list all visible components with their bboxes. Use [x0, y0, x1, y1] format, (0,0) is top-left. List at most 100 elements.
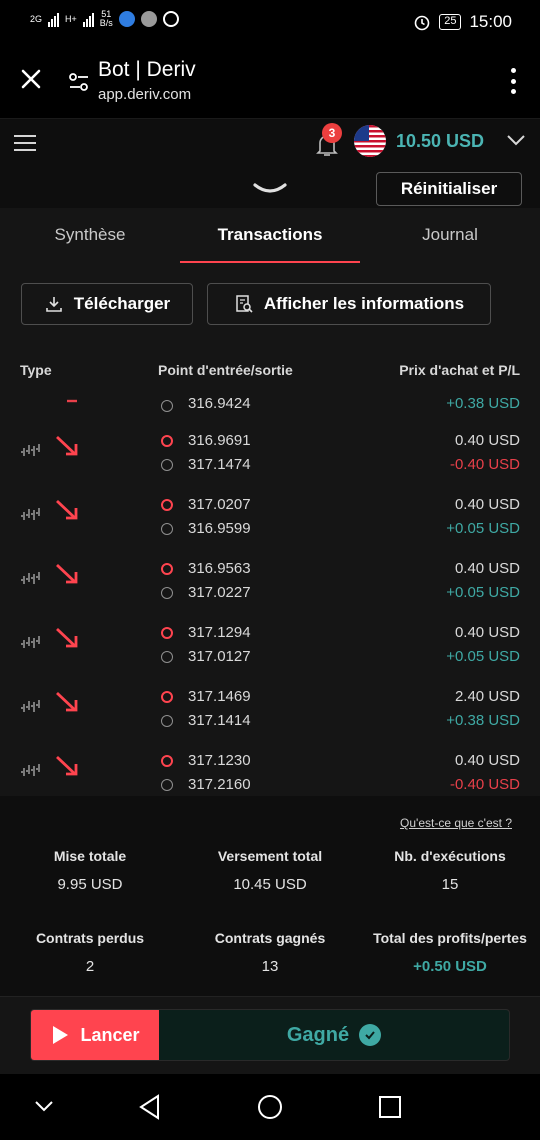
summary-panel: Qu'est-ce que c'est ? Mise totale 9.95 U…: [0, 796, 540, 996]
active-tab-indicator: [180, 261, 360, 263]
table-row[interactable]: 316.9424 +0.38 USD: [0, 394, 540, 418]
report-search-icon: [236, 295, 253, 313]
fall-arrow-icon: [56, 755, 78, 776]
signal-icon: [48, 11, 60, 27]
profit-loss: +0.38 USD: [446, 712, 520, 729]
contracts-lost-value: 2: [85, 958, 95, 975]
transactions-actions: Télécharger Afficher les informations: [0, 264, 540, 344]
table-row[interactable]: 316.9691 317.1474 0.40 USD -0.40 USD: [0, 424, 540, 488]
entry-spot: 316.9563: [188, 560, 251, 577]
exit-spot-icon: [161, 400, 173, 412]
network-type-hplus: H+: [65, 14, 77, 24]
total-stake-value: 9.95 USD: [57, 876, 123, 893]
table-row[interactable]: 316.9563 317.0227 0.40 USD +0.05 USD: [0, 552, 540, 616]
transactions-table-header: Type Point d'entrée/sortie Prix d'achat …: [0, 344, 540, 394]
run-panel-tabs: Synthèse Transactions Journal: [0, 208, 540, 264]
home-icon[interactable]: [257, 1094, 283, 1120]
network-speed: 51 B/s: [100, 10, 113, 28]
table-row[interactable]: 317.1230 317.2160 0.40 USD -0.40 USD: [0, 744, 540, 796]
buy-price: 0.40 USD: [454, 432, 520, 449]
tab-journal[interactable]: Journal: [422, 225, 478, 244]
bot-status: Gagné: [159, 1010, 509, 1060]
buy-price: 0.40 USD: [454, 496, 520, 513]
exit-spot: 316.9424: [188, 395, 251, 412]
run-button[interactable]: Lancer: [31, 1010, 159, 1060]
table-row[interactable]: 317.1469 317.1414 2.40 USD +0.38 USD: [0, 680, 540, 744]
run-bar: Lancer Gagné: [0, 996, 540, 1074]
bot-status-label: Gagné: [286, 1023, 350, 1046]
us-flag-icon[interactable]: [354, 125, 386, 157]
runs-value: 15: [441, 876, 459, 893]
exit-spot-icon: [161, 651, 173, 663]
contracts-won-value: 13: [261, 958, 279, 975]
system-nav-bar: [0, 1074, 540, 1140]
profit-loss: +0.05 USD: [446, 520, 520, 537]
entry-spot-icon: [161, 563, 173, 575]
more-vert-icon[interactable]: [510, 68, 516, 94]
alarm-icon: [414, 15, 430, 31]
speed-value: 51: [101, 9, 112, 19]
tab-transactions[interactable]: Transactions: [217, 225, 323, 244]
chevron-down-icon[interactable]: [506, 133, 526, 147]
tab-summary[interactable]: Synthèse: [54, 225, 126, 244]
col-type: Type: [20, 362, 52, 378]
col-price-pl: Prix d'achat et P/L: [399, 362, 520, 378]
menu-icon[interactable]: [14, 135, 36, 151]
clock: 15:00: [469, 12, 512, 31]
entry-spot-icon: [161, 435, 173, 447]
speed-unit: B/s: [99, 18, 113, 28]
profit-loss: +0.38 USD: [446, 395, 520, 412]
battery-icon: 25: [439, 14, 462, 30]
contracts-won-label: Contrats gagnés: [214, 930, 326, 946]
exit-spot: 317.1414: [188, 712, 251, 729]
exit-spot-icon: [161, 459, 173, 471]
entry-spot-icon: [161, 755, 173, 767]
recents-icon[interactable]: [378, 1095, 402, 1119]
tick-chart-icon: [21, 572, 40, 584]
total-stake-label: Mise totale: [53, 848, 127, 864]
messenger-icon: [118, 11, 135, 27]
transactions-list[interactable]: 316.9424 +0.38 USD 316.9691 317.1474 0.4…: [0, 394, 540, 796]
view-details-button[interactable]: Afficher les informations: [207, 283, 491, 325]
status-bar: 2G H+ 51 B/s 25 15:00: [0, 0, 540, 46]
profit-loss: -0.40 USD: [449, 456, 520, 473]
tick-chart-icon: [21, 508, 40, 520]
back-icon[interactable]: [138, 1094, 162, 1120]
notification-badge: 3: [322, 123, 342, 143]
account-balance[interactable]: 10.50 USD: [396, 131, 485, 151]
check-icon: [359, 1024, 382, 1046]
close-icon[interactable]: [20, 68, 42, 90]
buy-price: 0.40 USD: [454, 752, 520, 769]
hide-keyboard-icon[interactable]: [34, 1100, 54, 1112]
exit-spot: 317.0227: [188, 584, 251, 601]
tune-icon[interactable]: [68, 72, 90, 94]
entry-spot: 317.0207: [188, 496, 251, 513]
total-payout-value: 10.45 USD: [233, 876, 307, 893]
contracts-lost-label: Contrats perdus: [35, 930, 145, 946]
table-row[interactable]: 317.0207 316.9599 0.40 USD +0.05 USD: [0, 488, 540, 552]
whats-this-link[interactable]: Qu'est-ce que c'est ?: [400, 816, 512, 830]
tick-chart-icon: [21, 700, 40, 712]
chrome-icon: [140, 11, 157, 27]
reset-button[interactable]: Réinitialiser: [376, 172, 522, 206]
profit-loss: -0.40 USD: [449, 776, 520, 793]
run-label: Lancer: [80, 1024, 140, 1045]
profit-loss: +0.05 USD: [446, 584, 520, 601]
collapse-drawer-icon[interactable]: [252, 181, 288, 195]
page-url[interactable]: app.deriv.com: [98, 86, 192, 103]
tick-chart-icon: [21, 444, 40, 456]
download-button[interactable]: Télécharger: [21, 283, 193, 325]
app-header: 3 10.50 USD Réinitialiser: [0, 118, 540, 208]
whatsapp-icon: [162, 11, 179, 27]
buy-price: 2.40 USD: [454, 688, 520, 705]
profit-loss: +0.05 USD: [446, 648, 520, 665]
status-left: 2G H+ 51 B/s: [30, 10, 179, 28]
fall-arrow-icon: [56, 499, 78, 520]
signal-icon-2: [82, 11, 94, 27]
table-row[interactable]: 317.1294 317.0127 0.40 USD +0.05 USD: [0, 616, 540, 680]
download-icon: [45, 297, 62, 312]
exit-spot-icon: [161, 587, 173, 599]
total-profit-label: Total des profits/pertes: [373, 930, 527, 946]
buy-price: 0.40 USD: [454, 560, 520, 577]
exit-spot: 316.9599: [188, 520, 251, 537]
